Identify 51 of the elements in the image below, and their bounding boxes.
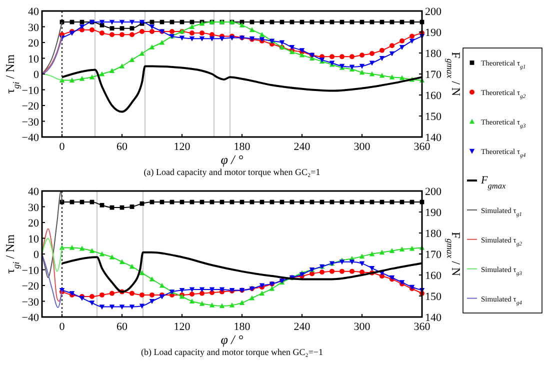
y-tick-label: 10 xyxy=(28,233,40,246)
y2-tick-label: 200 xyxy=(425,6,442,18)
y-tick-label: 10 xyxy=(28,53,40,66)
y-tick-label: −10 xyxy=(22,84,40,97)
x-tick-label: 120 xyxy=(174,141,191,153)
y-tick-label: 30 xyxy=(28,22,40,34)
y2-tick-label: 180 xyxy=(425,48,442,60)
y-tick-label: −30 xyxy=(22,296,40,308)
y-tick-label: −40 xyxy=(22,132,40,144)
x-tick-label: 240 xyxy=(294,321,311,333)
y2-tick-label: 140 xyxy=(425,312,442,324)
y2-tick-label: 200 xyxy=(425,186,442,198)
x-tick-label: 120 xyxy=(174,321,191,333)
y2-tick-label: 170 xyxy=(425,69,442,81)
y2-tick-label: 170 xyxy=(425,249,442,261)
y2-tick-label: 150 xyxy=(425,291,442,303)
y-tick-label: −20 xyxy=(22,100,40,112)
y2-tick-label: 190 xyxy=(425,27,442,39)
y2-tick-label: 160 xyxy=(425,90,442,102)
x-tick-label: 300 xyxy=(354,141,371,153)
x-tick-label: 360 xyxy=(414,321,431,333)
text: (b) Load capacity and motor torque when GC₂=−1 xyxy=(141,347,323,357)
y2-tick-label: 160 xyxy=(425,270,442,282)
y-tick-label: 40 xyxy=(28,186,40,198)
y-tick-label: −30 xyxy=(22,116,40,128)
x-axis-title: φ / ° xyxy=(220,152,244,167)
y-tick-label: −10 xyxy=(22,264,40,277)
x-tick-label: 300 xyxy=(354,321,371,333)
y-tick-label: −40 xyxy=(22,312,40,324)
x-tick-label: 0 xyxy=(59,141,66,153)
x-axis-title: φ / ° xyxy=(220,332,244,347)
y2-tick-label: 150 xyxy=(425,111,442,123)
x-tick-label: 0 xyxy=(59,321,66,333)
y-tick-label: 20 xyxy=(28,218,40,230)
x-tick-label: 60 xyxy=(116,321,128,333)
x-tick-label: 60 xyxy=(116,141,128,153)
y2-tick-label: 140 xyxy=(425,132,442,144)
y2-tick-label: 190 xyxy=(425,207,442,219)
y-tick-label: −20 xyxy=(22,280,40,292)
x-tick-label: 360 xyxy=(414,141,431,153)
y-tick-label: 0 xyxy=(34,69,40,81)
x-tick-label: 180 xyxy=(234,321,251,333)
y2-tick-label: 180 xyxy=(425,228,442,240)
y-tick-label: 20 xyxy=(28,38,40,50)
legend-label: F$_{gmax}$ xyxy=(480,174,506,190)
x-tick-label: 240 xyxy=(294,141,311,153)
text: (a) Load capacity and motor torque when GC₂=1 xyxy=(144,167,320,177)
x-tick-label: 180 xyxy=(234,141,251,153)
y-tick-label: 30 xyxy=(28,202,40,214)
y-tick-label: 0 xyxy=(34,249,40,261)
y-tick-label: 40 xyxy=(28,6,40,18)
